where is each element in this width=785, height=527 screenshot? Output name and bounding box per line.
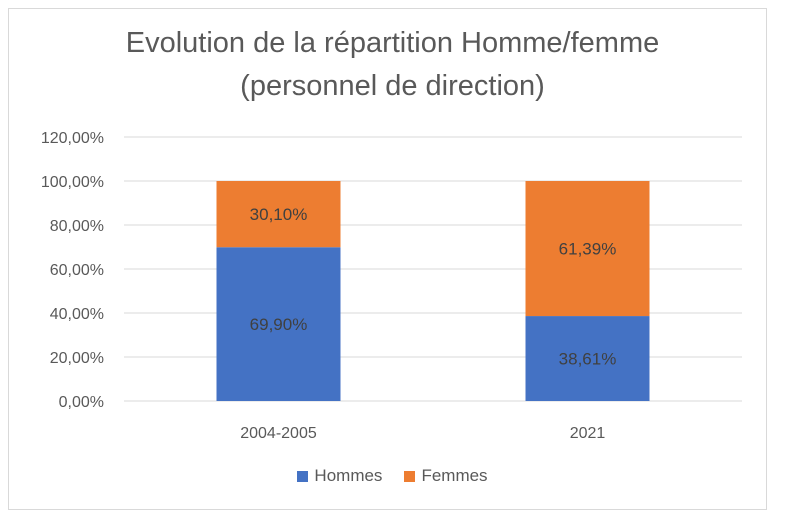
chart-title: Evolution de la répartition Homme/femme … (0, 22, 785, 108)
y-tick-label: 60,00% (50, 262, 104, 279)
data-label: 69,90% (250, 315, 308, 334)
legend-label-hommes: Hommes (314, 466, 383, 485)
y-tick-label: 80,00% (50, 218, 104, 235)
y-tick-label: 120,00% (41, 130, 104, 147)
legend-item-femmes: Femmes (404, 466, 488, 486)
chart-legend: Hommes Femmes (0, 466, 785, 486)
y-tick-label: 20,00% (50, 350, 104, 367)
y-tick-label: 40,00% (50, 306, 104, 323)
bar-segment (525, 181, 650, 317)
bar-segment (216, 247, 341, 401)
chart-title-line-2: (personnel de direction) (240, 70, 545, 102)
bar-segment (216, 181, 341, 248)
legend-swatch-femmes (404, 470, 416, 482)
data-label: 61,39% (559, 240, 617, 259)
chart-title-line-1: Evolution de la répartition Homme/femme (125, 27, 660, 59)
y-tick-label: 0,00% (59, 394, 104, 411)
legend-item-hommes: Hommes (297, 466, 382, 486)
bar-segment (525, 316, 650, 401)
legend-label-femmes: Femmes (421, 466, 488, 485)
x-tick-label: 2021 (570, 425, 606, 442)
data-label: 30,10% (250, 205, 308, 224)
y-tick-label: 100,00% (41, 174, 104, 191)
x-tick-label: 2004-2005 (240, 425, 317, 442)
data-label: 38,61% (559, 350, 617, 369)
legend-swatch-hommes (297, 470, 309, 482)
